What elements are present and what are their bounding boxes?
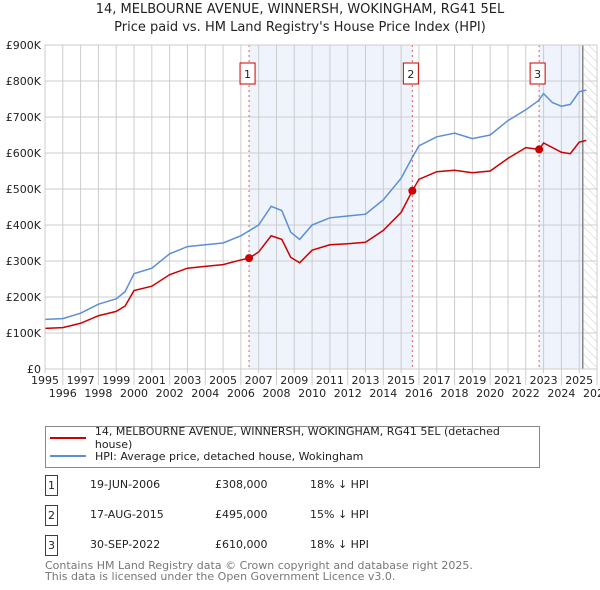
x-tick-label: 2008 xyxy=(262,387,290,400)
x-tick-label: 2001 xyxy=(138,374,166,387)
x-tick-label: 2024 xyxy=(547,387,575,400)
legend-swatch-red xyxy=(50,437,86,439)
chart-title: 14, MELBOURNE AVENUE, WINNERSH, WOKINGHA… xyxy=(95,2,505,17)
x-tick-label: 2007 xyxy=(245,374,273,387)
x-tick-label: 2014 xyxy=(369,387,397,400)
y-tick-label: £800K xyxy=(6,75,42,88)
x-tick-label: 2009 xyxy=(280,374,308,387)
x-tick-label: 2020 xyxy=(476,387,504,400)
sale-point xyxy=(245,254,254,263)
x-tick-label: 2021 xyxy=(494,374,522,387)
x-tick-label: 1996 xyxy=(49,387,77,400)
x-tick-label: 2017 xyxy=(423,374,451,387)
footer-line-2: This data is licensed under the Open Gov… xyxy=(45,570,396,583)
x-tick-label: 2015 xyxy=(387,374,415,387)
y-tick-label: £300K xyxy=(6,255,42,268)
legend-swatch-blue xyxy=(50,455,86,457)
x-tick-label: 2012 xyxy=(334,387,362,400)
legend-label: HPI: Average price, detached house, Woki… xyxy=(95,449,364,463)
x-tick-label: 1995 xyxy=(31,374,59,387)
x-tick-label: 2010 xyxy=(298,387,326,400)
sale-date: 19-JUN-2006 xyxy=(90,478,161,491)
legend-item-hpi: HPI: Average price, detached house, Woki… xyxy=(50,448,363,464)
x-tick-label: 2013 xyxy=(352,374,380,387)
x-tick-label: 2006 xyxy=(227,387,255,400)
x-tick-label: 2002 xyxy=(156,387,184,400)
sale-row: 2 17-AUG-2015 £495,000 15% ↓ HPI xyxy=(45,505,445,526)
x-tick-label: 2003 xyxy=(173,374,201,387)
sale-marker-label: 2 xyxy=(45,505,58,526)
x-tick-label: 2025 xyxy=(565,374,593,387)
sale-marker-label: 1 xyxy=(244,68,251,81)
x-tick-label: 2018 xyxy=(441,387,469,400)
y-tick-label: £600K xyxy=(6,147,42,160)
x-tick-label: 2026 xyxy=(583,387,600,400)
x-tick-label: 1998 xyxy=(84,387,112,400)
footer-line-1: Contains HM Land Registry data © Crown c… xyxy=(45,559,473,572)
x-tick-label: 2005 xyxy=(209,374,237,387)
sale-price: £308,000 xyxy=(215,478,268,491)
y-tick-label: £400K xyxy=(6,219,42,232)
sale-marker-box xyxy=(529,62,546,85)
sale-point xyxy=(408,186,417,195)
legend: 14, MELBOURNE AVENUE, WINNERSH, WOKINGHA… xyxy=(45,425,540,468)
x-tick-label: 2000 xyxy=(120,387,148,400)
sale-marker-label: 2 xyxy=(407,68,414,81)
sale-marker-label: 1 xyxy=(45,475,58,496)
sale-hpi-diff: 15% ↓ HPI xyxy=(310,508,369,521)
legend-item-property: 14, MELBOURNE AVENUE, WINNERSH, WOKINGHA… xyxy=(50,425,539,451)
plot-border xyxy=(44,44,598,370)
y-tick-label: £700K xyxy=(6,111,42,124)
x-tick-label: 1997 xyxy=(67,374,95,387)
legend-label: 14, MELBOURNE AVENUE, WINNERSH, WOKINGHA… xyxy=(94,425,500,451)
y-tick-label: £200K xyxy=(6,291,42,304)
sale-marker-box xyxy=(402,62,419,85)
x-tick-label: 2022 xyxy=(512,387,540,400)
sale-marker-label: 3 xyxy=(534,68,541,81)
y-tick-label: £500K xyxy=(6,183,42,196)
price-paid-line xyxy=(44,139,587,330)
x-tick-label: 2004 xyxy=(191,387,219,400)
sale-price: £495,000 xyxy=(215,508,268,521)
x-tick-label: 2023 xyxy=(530,374,558,387)
y-tick-label: £900K xyxy=(6,39,42,52)
sale-price: £610,000 xyxy=(215,538,268,551)
chart-subtitle: Price paid vs. HM Land Registry's House … xyxy=(114,20,486,35)
sale-date: 17-AUG-2015 xyxy=(90,508,164,521)
sale-marker-label: 3 xyxy=(45,535,58,556)
forecast-hatch xyxy=(582,45,597,369)
x-tick-label: 2019 xyxy=(458,374,486,387)
x-tick-label: 2011 xyxy=(316,374,344,387)
y-tick-label: £0 xyxy=(27,363,41,376)
sale-date: 30-SEP-2022 xyxy=(90,538,161,551)
footer: Contains HM Land Registry data © Crown c… xyxy=(45,560,473,582)
sale-row: 1 19-JUN-2006 £308,000 18% ↓ HPI xyxy=(45,475,445,496)
hpi-line xyxy=(44,89,587,321)
sale-marker-box xyxy=(239,62,256,85)
sale-hpi-diff: 18% ↓ HPI xyxy=(310,478,369,491)
x-tick-label: 1999 xyxy=(102,374,130,387)
price-chart: 1995199619971998199920002001200220032004… xyxy=(6,39,600,400)
sale-point xyxy=(535,145,544,154)
x-tick-label: 2016 xyxy=(405,387,433,400)
y-tick-label: £100K xyxy=(6,327,42,340)
sale-hpi-diff: 18% ↓ HPI xyxy=(310,538,369,551)
sale-row: 3 30-SEP-2022 £610,000 18% ↓ HPI xyxy=(45,535,445,556)
